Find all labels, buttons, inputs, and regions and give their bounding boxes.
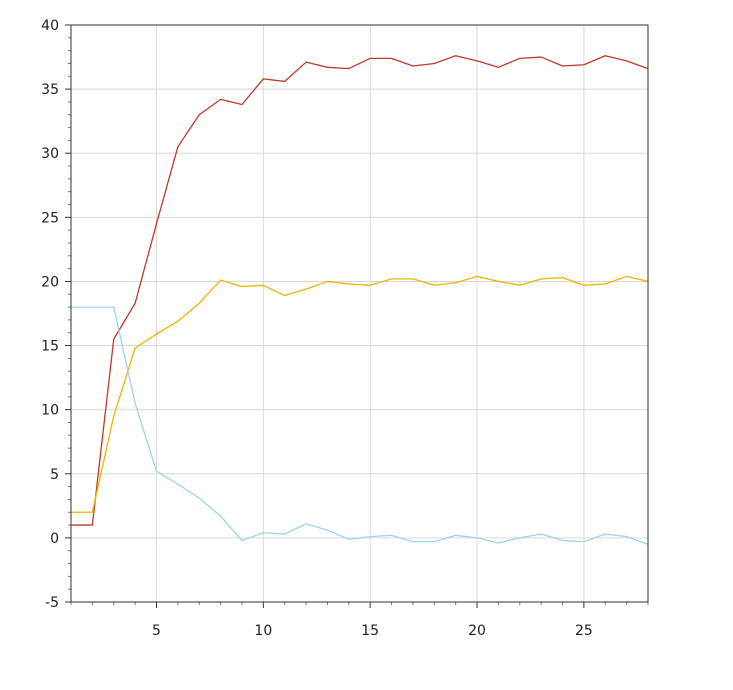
series-line-3 xyxy=(71,306,649,545)
x-tick-label: 15 xyxy=(361,623,379,639)
y-tick-label: 40 xyxy=(41,18,59,34)
y-tick-label: 10 xyxy=(41,403,59,419)
y-tick-label: 15 xyxy=(41,339,59,355)
series-line-2 xyxy=(71,275,649,513)
y-tick-label: 0 xyxy=(50,531,59,547)
y-tick-label: 30 xyxy=(41,146,59,162)
y-tick-label: 5 xyxy=(50,467,59,483)
grid-layer xyxy=(71,24,648,603)
y-tick-label: 35 xyxy=(41,82,59,98)
plot-frame xyxy=(70,24,649,603)
x-tick-label: 20 xyxy=(468,623,486,639)
minor-tick-layer xyxy=(65,24,649,608)
x-tick-label: 5 xyxy=(152,623,161,639)
series-layer xyxy=(71,55,649,545)
y-tick-label: -5 xyxy=(45,595,59,611)
y-tick-label: 25 xyxy=(41,210,59,226)
series-line-1 xyxy=(71,55,649,526)
x-tick-label: 25 xyxy=(575,623,593,639)
y-tick-label: 20 xyxy=(41,274,59,290)
x-tick-label: 10 xyxy=(254,623,272,639)
axis-label-layer: -5 0 5 10 15 20 25 30 35 40 5 10 15 20 25 xyxy=(41,18,593,639)
